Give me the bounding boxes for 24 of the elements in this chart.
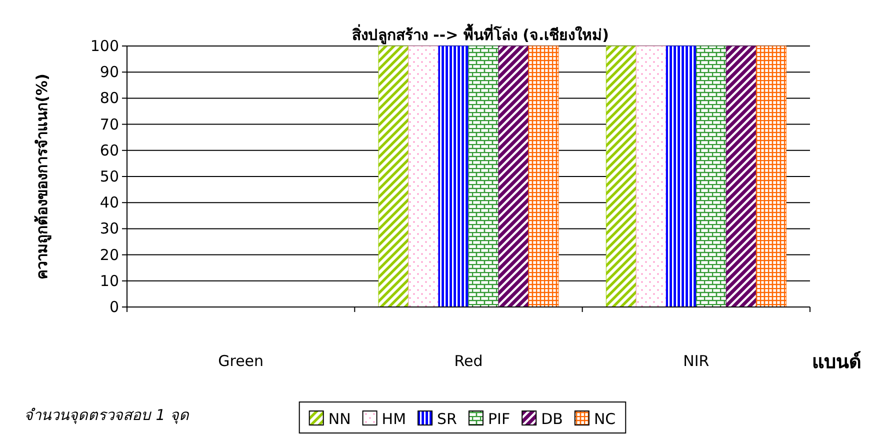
x-tick-label: Green	[218, 352, 264, 370]
y-tick-label: 100	[90, 37, 119, 55]
legend-label: NN	[328, 410, 351, 428]
x-tick-label: NIR	[683, 352, 710, 370]
y-tick-label: 40	[100, 194, 119, 212]
y-tick-label: 50	[100, 168, 119, 186]
y-tick-label: 90	[100, 63, 119, 82]
legend-label: PIF	[488, 410, 510, 428]
y-tick-label: 60	[100, 141, 119, 160]
x-axis-title: แบนด์	[812, 351, 861, 373]
y-tick-label: 0	[109, 298, 119, 316]
y-tick-label: 20	[100, 246, 119, 264]
y-tick-label: 10	[100, 272, 119, 290]
y-tick-label: 30	[100, 220, 119, 238]
legend-label: DB	[541, 410, 563, 428]
y-axis-title: ความถูกต้องของการจำแนก(%)	[33, 74, 52, 280]
text: จำนวนจุดตรวจสอบ 1 จุด	[24, 406, 190, 424]
legend-label: SR	[437, 410, 457, 428]
chart-title: สิ่งปลูกสร้าง --> พื้นที่โล่ง (จ.เชียงใหม่)	[352, 23, 610, 45]
y-tick-label: 80	[100, 89, 119, 108]
legend-label: HM	[382, 410, 406, 428]
x-tick-label: Red	[454, 352, 483, 370]
y-tick-label: 70	[100, 115, 119, 134]
legend-label: NC	[594, 410, 616, 428]
